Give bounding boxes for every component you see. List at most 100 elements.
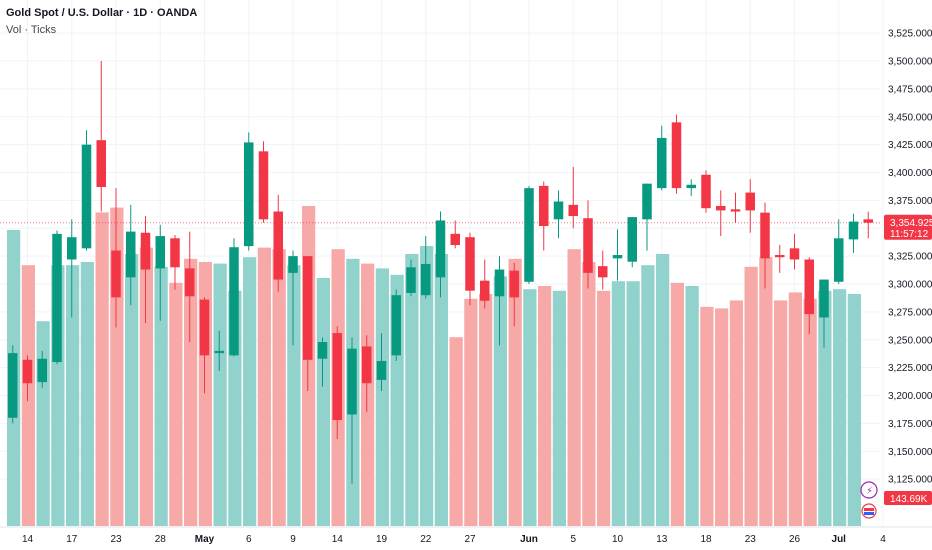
candle-body (111, 250, 121, 298)
candle[interactable] (111, 188, 121, 328)
candle[interactable] (22, 355, 33, 402)
date-tick-label: 5 (570, 534, 576, 545)
candle-body (568, 204, 578, 216)
candle[interactable] (435, 211, 446, 298)
date-tick-label: 22 (420, 534, 432, 545)
candle-body (303, 256, 313, 360)
candle[interactable] (539, 181, 549, 251)
candle[interactable] (421, 236, 431, 299)
candle-body (96, 140, 106, 188)
candle[interactable] (406, 259, 416, 297)
volume-tag (884, 491, 932, 505)
candle[interactable] (273, 194, 284, 292)
price-tick-label: 3,200.000 (888, 391, 932, 402)
volume-bar (818, 290, 832, 526)
candle[interactable] (804, 257, 815, 335)
candle-body (450, 233, 460, 245)
candle[interactable] (347, 337, 357, 484)
lightning-icon[interactable] (860, 481, 878, 499)
price-tick-label: 3,225.000 (888, 363, 932, 374)
volume-bar (316, 278, 330, 526)
candle-body (406, 267, 416, 293)
candle[interactable] (52, 230, 62, 365)
candle[interactable] (716, 190, 726, 237)
candle[interactable] (8, 345, 18, 424)
candle[interactable] (391, 289, 402, 361)
candle[interactable] (745, 179, 756, 233)
candle-body (642, 183, 652, 220)
last-price-tag (884, 214, 932, 240)
candle[interactable] (701, 170, 711, 213)
price-axis[interactable]: 3,125.000 3,150.000 3,175.000 3,200.000 3,22… (888, 29, 932, 486)
candle[interactable] (730, 192, 741, 223)
candle[interactable] (612, 229, 623, 281)
candle[interactable] (819, 279, 829, 348)
candle[interactable] (140, 216, 151, 324)
volume-bar (670, 282, 684, 526)
candle[interactable] (170, 234, 180, 290)
candle-body (421, 263, 431, 296)
candle[interactable] (627, 217, 638, 268)
candle[interactable] (376, 333, 387, 392)
candle[interactable] (671, 114, 682, 194)
candle[interactable] (657, 125, 667, 191)
candle[interactable] (789, 233, 800, 270)
candle[interactable] (155, 224, 166, 321)
date-tick-label: 23 (110, 534, 122, 545)
volume-bar (641, 265, 655, 526)
candle[interactable] (288, 250, 298, 346)
candle[interactable] (775, 244, 785, 273)
candle[interactable] (553, 190, 564, 239)
volume-bar (434, 254, 448, 526)
candle[interactable] (229, 238, 239, 357)
candle[interactable] (214, 330, 225, 371)
volume-bar (287, 265, 301, 526)
candle[interactable] (834, 219, 844, 285)
candle[interactable] (686, 179, 697, 196)
candle[interactable] (509, 262, 520, 327)
candle-body (834, 238, 844, 282)
candle[interactable] (583, 200, 593, 289)
candle[interactable] (848, 213, 859, 253)
candle[interactable] (37, 350, 48, 388)
candle-body (273, 211, 283, 280)
candle[interactable] (480, 259, 490, 309)
candle[interactable] (760, 202, 770, 289)
candle[interactable] (185, 231, 195, 342)
volume-indicator-label[interactable]: Vol · Ticks (6, 24, 57, 36)
candle[interactable] (96, 61, 107, 212)
candle[interactable] (450, 220, 461, 249)
volume-bar (479, 294, 493, 526)
volume-bar (715, 308, 729, 526)
volume-bar (700, 306, 714, 526)
chart-title[interactable]: Gold Spot / U.S. Dollar · 1D · OANDA (6, 7, 198, 19)
candle-body (258, 151, 269, 220)
candle[interactable] (258, 141, 269, 223)
candle[interactable] (126, 204, 136, 306)
candle[interactable] (244, 132, 254, 251)
candle-body (627, 217, 637, 262)
candle[interactable] (598, 250, 608, 290)
candle[interactable] (317, 337, 328, 387)
candle[interactable] (199, 297, 210, 394)
candle[interactable] (81, 130, 92, 251)
price-tick-label: 3,275.000 (888, 307, 932, 318)
volume-bar (302, 206, 316, 526)
candle[interactable] (524, 185, 534, 285)
candle[interactable] (863, 211, 874, 239)
candle[interactable] (465, 232, 475, 306)
volume-bar (66, 265, 80, 526)
candle[interactable] (303, 256, 313, 392)
candle[interactable] (362, 335, 372, 413)
date-tick-label: 23 (745, 534, 757, 545)
date-axis[interactable]: 14 17 23 28 May 6 9 14 19 22 27 Jun 5 10 13 18 23 26 Jul 4 (0, 526, 932, 545)
candle-body (391, 295, 401, 356)
candle[interactable] (67, 219, 77, 318)
candle[interactable] (568, 166, 579, 229)
candle[interactable] (642, 183, 652, 251)
candle[interactable] (332, 326, 343, 439)
candle-body (465, 237, 475, 291)
candle-body (598, 266, 608, 278)
candle[interactable] (494, 256, 505, 346)
